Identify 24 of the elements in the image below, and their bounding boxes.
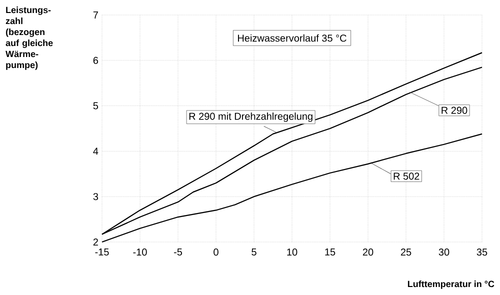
series-label: R 290 mit Drehzahlregelung <box>189 112 312 122</box>
y-tick-label: 4 <box>93 148 98 155</box>
x-tick-label: -10 <box>133 248 147 256</box>
y-tick-label: 3 <box>93 193 98 200</box>
x-tick-label: 5 <box>252 248 256 256</box>
x-tick-label: -15 <box>95 248 109 256</box>
x-tick-label: 25 <box>400 248 412 256</box>
x-tick-label: 35 <box>476 248 488 256</box>
text: R 290 <box>442 106 468 114</box>
x-tick-label: 0 <box>214 248 218 256</box>
annotation: Heizwasservorlauf 35 °C <box>238 34 346 42</box>
y-tick-label: 7 <box>93 12 98 18</box>
x-tick-label: 30 <box>438 248 450 256</box>
y-tick-label: 2 <box>93 238 98 246</box>
x-axis-title: Lufttemperatur in °C <box>408 280 494 289</box>
line-series <box>101 133 483 243</box>
x-tick-label: 20 <box>362 248 374 256</box>
x-tick-label: -5 <box>174 248 182 256</box>
x-tick-label: 15 <box>325 248 336 256</box>
y-tick-label: 6 <box>93 56 98 64</box>
x-tick-label: 10 <box>287 248 298 256</box>
y-tick-label: 5 <box>93 102 98 110</box>
y-axis-title: Leistungs-zahl (bezogen auf gleiche Wärme-pumpe) <box>6 6 53 70</box>
series-label: R 502 <box>394 172 420 180</box>
